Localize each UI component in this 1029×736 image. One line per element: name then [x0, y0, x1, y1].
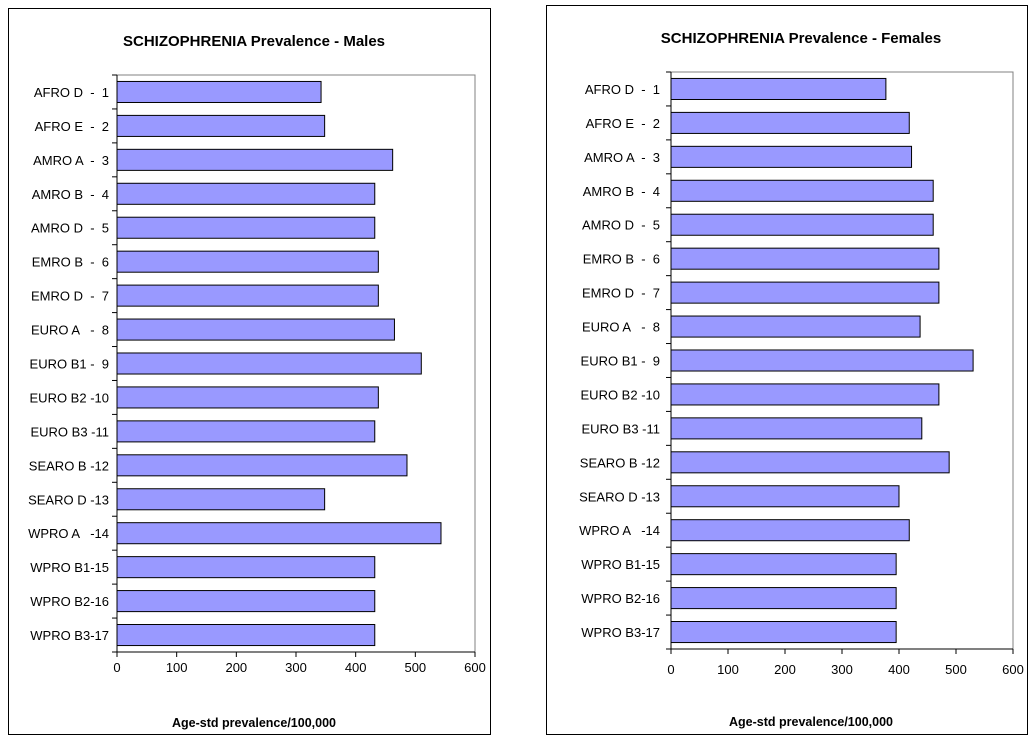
category-label: AMRO A - 3	[584, 150, 660, 165]
bar	[670, 111, 910, 134]
bar	[670, 417, 923, 440]
x-axis-label: Age-std prevalence/100,000	[172, 716, 336, 730]
chart-panel-females: SCHIZOPHRENIA Prevalence - Females Age-s…	[546, 5, 1028, 735]
category-label: WPRO B3-17	[581, 625, 660, 640]
bar	[670, 281, 940, 304]
chart-title: SCHIZOPHRENIA Prevalence - Males	[123, 33, 385, 50]
bar	[116, 216, 376, 239]
bar	[116, 284, 379, 307]
category-label: EURO B1 - 9	[581, 354, 660, 369]
x-tick-label: 500	[404, 660, 426, 675]
category-label: WPRO B3-17	[30, 628, 109, 643]
bar	[116, 80, 322, 103]
category-label: EURO A - 8	[31, 323, 109, 338]
bar	[116, 318, 395, 341]
bar	[116, 624, 376, 647]
chart-title: SCHIZOPHRENIA Prevalence - Females	[661, 30, 941, 47]
category-label: WPRO B2-16	[581, 591, 660, 606]
bar	[670, 349, 974, 372]
x-tick-label: 500	[945, 662, 967, 677]
category-label: EMRO B - 6	[583, 252, 660, 267]
bar	[116, 148, 394, 171]
males-chart: SCHIZOPHRENIA Prevalence - Males Age-std…	[28, 33, 486, 730]
x-tick-label: 600	[464, 660, 486, 675]
category-label: SEARO D -13	[28, 492, 109, 507]
category-label: EURO A - 8	[582, 320, 660, 335]
category-label: AMRO D - 5	[582, 218, 660, 233]
category-label: WPRO A -14	[28, 526, 109, 541]
bar	[670, 247, 940, 270]
bar	[116, 386, 379, 409]
x-tick-label: 200	[774, 662, 796, 677]
x-tick-label: 600	[1002, 662, 1024, 677]
bar	[670, 315, 921, 338]
bar	[116, 556, 376, 579]
bar	[116, 250, 379, 273]
category-label: SEARO B -12	[29, 458, 109, 473]
plot-area: AFRO D - 1 AFRO E - 2 AMRO A - 3 AMRO B - 4…	[28, 74, 486, 675]
females-chart: SCHIZOPHRENIA Prevalence - Females Age-s…	[579, 30, 1024, 729]
x-tick-label: 100	[717, 662, 739, 677]
x-tick-label: 400	[345, 660, 367, 675]
category-label: EURO B2 -10	[581, 387, 660, 402]
category-label: EMRO B - 6	[32, 255, 109, 270]
x-tick-label: 300	[285, 660, 307, 675]
bar	[670, 621, 897, 644]
bar	[670, 553, 897, 576]
bar	[116, 182, 376, 205]
category-label: AFRO E - 2	[35, 119, 109, 134]
category-label: EURO B3 -11	[30, 424, 109, 439]
category-label: WPRO B1-15	[30, 560, 109, 575]
x-tick-label: 200	[225, 660, 247, 675]
category-label: SEARO D -13	[579, 489, 660, 504]
category-label: AFRO D - 1	[585, 82, 660, 97]
bar	[670, 451, 950, 474]
bar	[116, 352, 422, 375]
x-axis-label: Age-std prevalence/100,000	[729, 715, 893, 729]
x-tick-label: 100	[166, 660, 188, 675]
x-tick-label: 0	[113, 660, 120, 675]
bar	[116, 488, 326, 511]
category-label: AMRO B - 4	[583, 184, 660, 199]
bar	[116, 420, 376, 443]
category-label: SEARO B -12	[580, 455, 660, 470]
category-label: EMRO D - 7	[582, 286, 660, 301]
x-tick-label: 400	[888, 662, 910, 677]
bar	[670, 383, 940, 406]
category-label: AMRO D - 5	[31, 221, 109, 236]
bar	[670, 179, 934, 202]
bar	[670, 145, 913, 168]
bar	[670, 587, 897, 610]
category-label: AFRO E - 2	[586, 116, 660, 131]
bar	[670, 485, 900, 508]
category-label: WPRO B1-15	[581, 557, 660, 572]
x-tick-label: 0	[667, 662, 674, 677]
category-label: EMRO D - 7	[31, 289, 109, 304]
bar	[670, 77, 887, 100]
category-label: EURO B2 -10	[30, 390, 109, 405]
bar	[670, 213, 934, 236]
category-label: EURO B3 -11	[581, 421, 660, 436]
bar	[116, 522, 442, 545]
chart-panel-males: SCHIZOPHRENIA Prevalence - Males Age-std…	[8, 8, 491, 735]
bar	[670, 519, 910, 542]
category-label: WPRO B2-16	[30, 594, 109, 609]
category-label: WPRO A -14	[579, 523, 660, 538]
category-label: EURO B1 - 9	[30, 357, 109, 372]
category-label: AMRO B - 4	[32, 187, 109, 202]
plot-area: AFRO D - 1 AFRO E - 2 AMRO A - 3 AMRO B - 4…	[579, 71, 1024, 677]
x-tick-label: 300	[831, 662, 853, 677]
category-label: AMRO A - 3	[33, 153, 109, 168]
bar	[116, 114, 326, 137]
bar	[116, 454, 408, 477]
category-label: AFRO D - 1	[34, 85, 109, 100]
bar	[116, 590, 376, 613]
